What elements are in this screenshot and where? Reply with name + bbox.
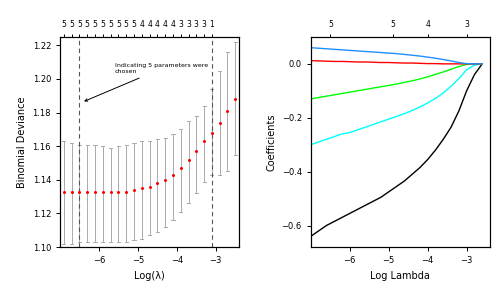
- X-axis label: Log Lambda: Log Lambda: [370, 271, 430, 281]
- Y-axis label: Coefficients: Coefficients: [266, 113, 276, 171]
- Y-axis label: Binomial Deviance: Binomial Deviance: [17, 96, 27, 188]
- Text: Indicating 5 parameters were
chosen: Indicating 5 parameters were chosen: [85, 63, 208, 101]
- X-axis label: Log(λ): Log(λ): [134, 271, 165, 281]
